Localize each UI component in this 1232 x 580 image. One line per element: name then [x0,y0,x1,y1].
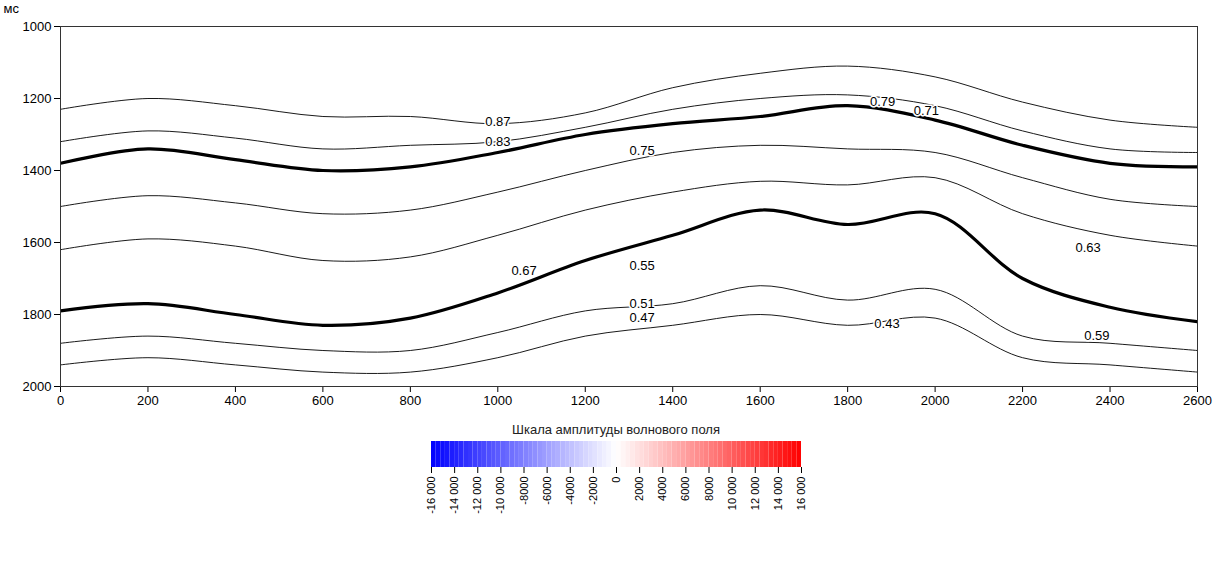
svg-text:-6000: -6000 [541,477,553,505]
svg-text:4000: 4000 [656,477,668,501]
svg-text:-4000: -4000 [564,477,576,505]
svg-text:400: 400 [225,393,247,408]
svg-text:0.71: 0.71 [914,103,939,118]
svg-text:1000: 1000 [23,19,52,34]
svg-text:0: 0 [57,393,64,408]
svg-text:1600: 1600 [746,393,775,408]
svg-text:200: 200 [137,393,159,408]
svg-text:8000: 8000 [703,477,715,501]
svg-text:2000: 2000 [23,379,52,394]
svg-text:0.51: 0.51 [629,296,654,311]
svg-text:2000: 2000 [633,477,645,501]
svg-text:0.47: 0.47 [629,310,654,325]
svg-text:1200: 1200 [23,91,52,106]
svg-text:-2000: -2000 [587,477,599,505]
svg-text:0.75: 0.75 [629,143,654,158]
svg-text:600: 600 [312,393,334,408]
svg-text:0.83: 0.83 [485,134,510,149]
svg-text:0.59: 0.59 [1084,328,1109,343]
html-text:Шкала амплитуды волнового поля: Шкала амплитуды волнового поля [512,422,720,437]
svg-text:10 000: 10 000 [726,477,738,511]
svg-text:0: 0 [610,477,622,483]
svg-text:1800: 1800 [833,393,862,408]
svg-text:0.43: 0.43 [874,316,899,331]
svg-text:-8000: -8000 [518,477,530,505]
svg-text:0.63: 0.63 [1076,240,1101,255]
svg-text:1600: 1600 [23,235,52,250]
svg-text:2600: 2600 [1183,393,1212,408]
svg-text:1400: 1400 [23,163,52,178]
svg-text:0.87: 0.87 [485,114,510,129]
svg-text:1400: 1400 [658,393,687,408]
svg-text:2400: 2400 [1096,393,1125,408]
svg-text:0.79: 0.79 [870,94,895,109]
svg-text:6000: 6000 [679,477,691,501]
svg-text:1200: 1200 [571,393,600,408]
svg-text:12 000: 12 000 [749,477,761,511]
svg-text:1000: 1000 [483,393,512,408]
svg-text:0.55: 0.55 [629,258,654,273]
svg-text:-10 000: -10 000 [494,477,506,514]
svg-text:-12 000: -12 000 [471,477,483,514]
svg-text:мс: мс [4,1,20,16]
svg-text:0.67: 0.67 [511,263,536,278]
svg-text:16 000: 16 000 [795,477,807,511]
svg-text:-16 000: -16 000 [425,477,437,514]
svg-text:2000: 2000 [921,393,950,408]
svg-text:800: 800 [399,393,421,408]
svg-text:-14 000: -14 000 [448,477,460,514]
svg-text:14 000: 14 000 [772,477,784,511]
svg-text:2200: 2200 [1008,393,1037,408]
svg-text:1800: 1800 [23,307,52,322]
